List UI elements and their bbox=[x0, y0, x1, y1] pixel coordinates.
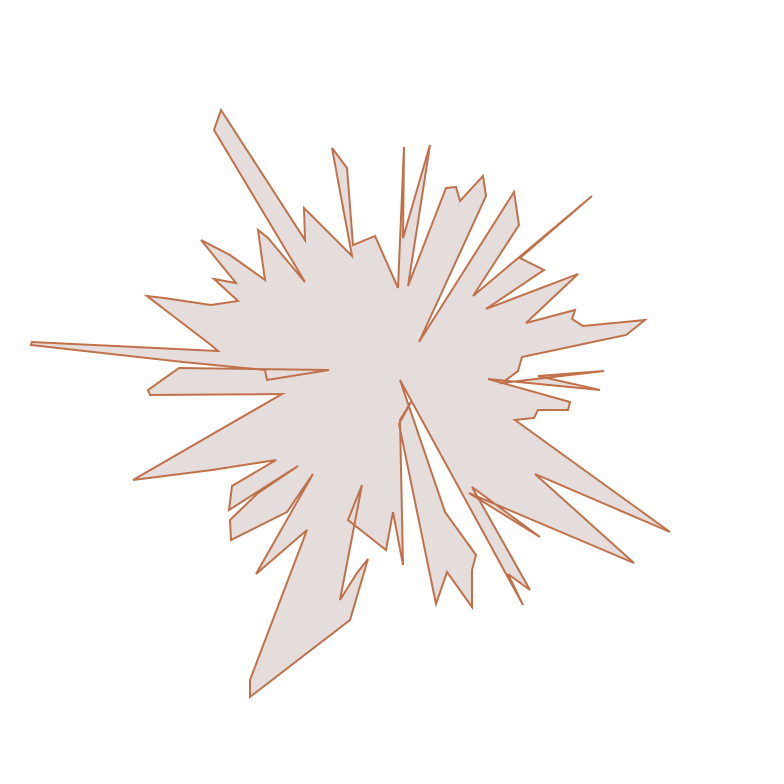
jagged-star-shape bbox=[29, 107, 671, 700]
